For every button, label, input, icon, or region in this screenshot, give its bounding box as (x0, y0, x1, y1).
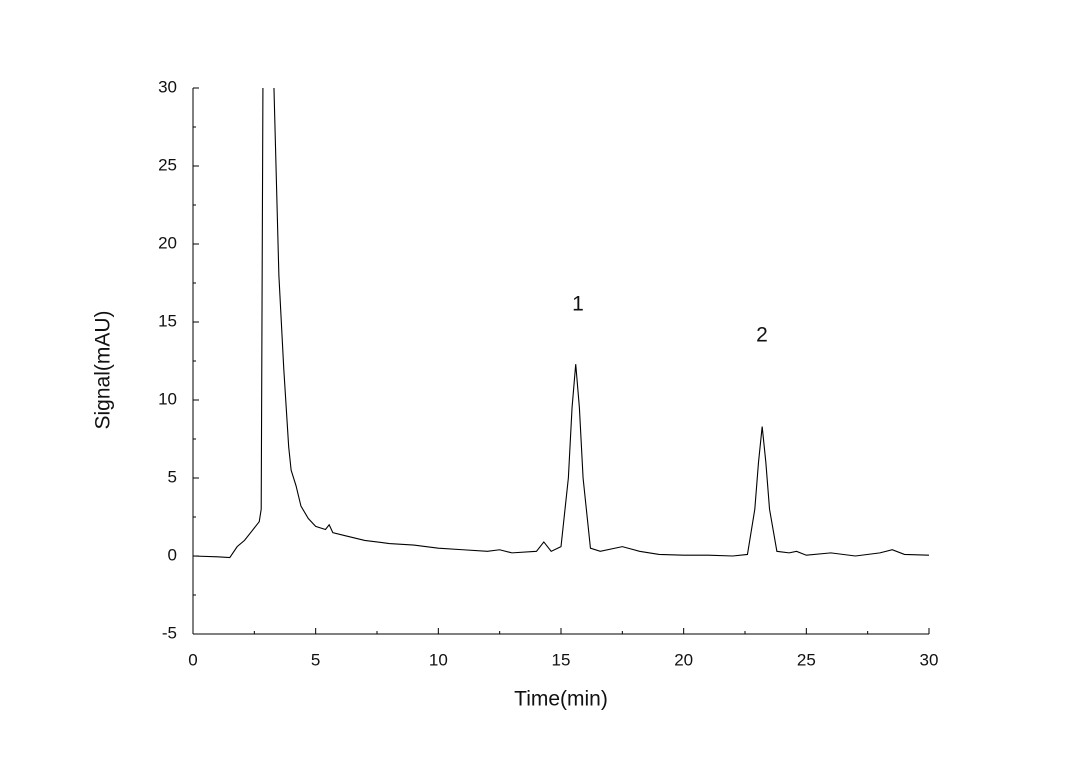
peak-annotation: 1 (572, 293, 584, 316)
x-tick-label: 10 (429, 650, 448, 669)
x-tick-label: 0 (188, 650, 197, 669)
y-tick-label: 30 (158, 77, 177, 96)
x-tick-label: 15 (552, 650, 571, 669)
y-tick-label: 5 (168, 467, 177, 486)
peak-annotation: 2 (756, 324, 768, 347)
y-axis-title: Signal(mAU) (92, 310, 115, 429)
x-tick-label: 20 (674, 650, 693, 669)
x-tick-label: 25 (797, 650, 816, 669)
y-tick-label: 25 (158, 155, 177, 174)
x-tick-label: 30 (920, 650, 939, 669)
y-tick-label: 0 (168, 545, 177, 564)
x-tick-label: 5 (311, 650, 320, 669)
y-tick-label: 15 (158, 311, 177, 330)
signal-line (192, 87, 930, 559)
y-tick-label: -5 (162, 623, 177, 642)
y-tick-label: 10 (158, 389, 177, 408)
x-axis-title: Time(min) (514, 688, 608, 711)
y-tick-label: 20 (158, 233, 177, 252)
